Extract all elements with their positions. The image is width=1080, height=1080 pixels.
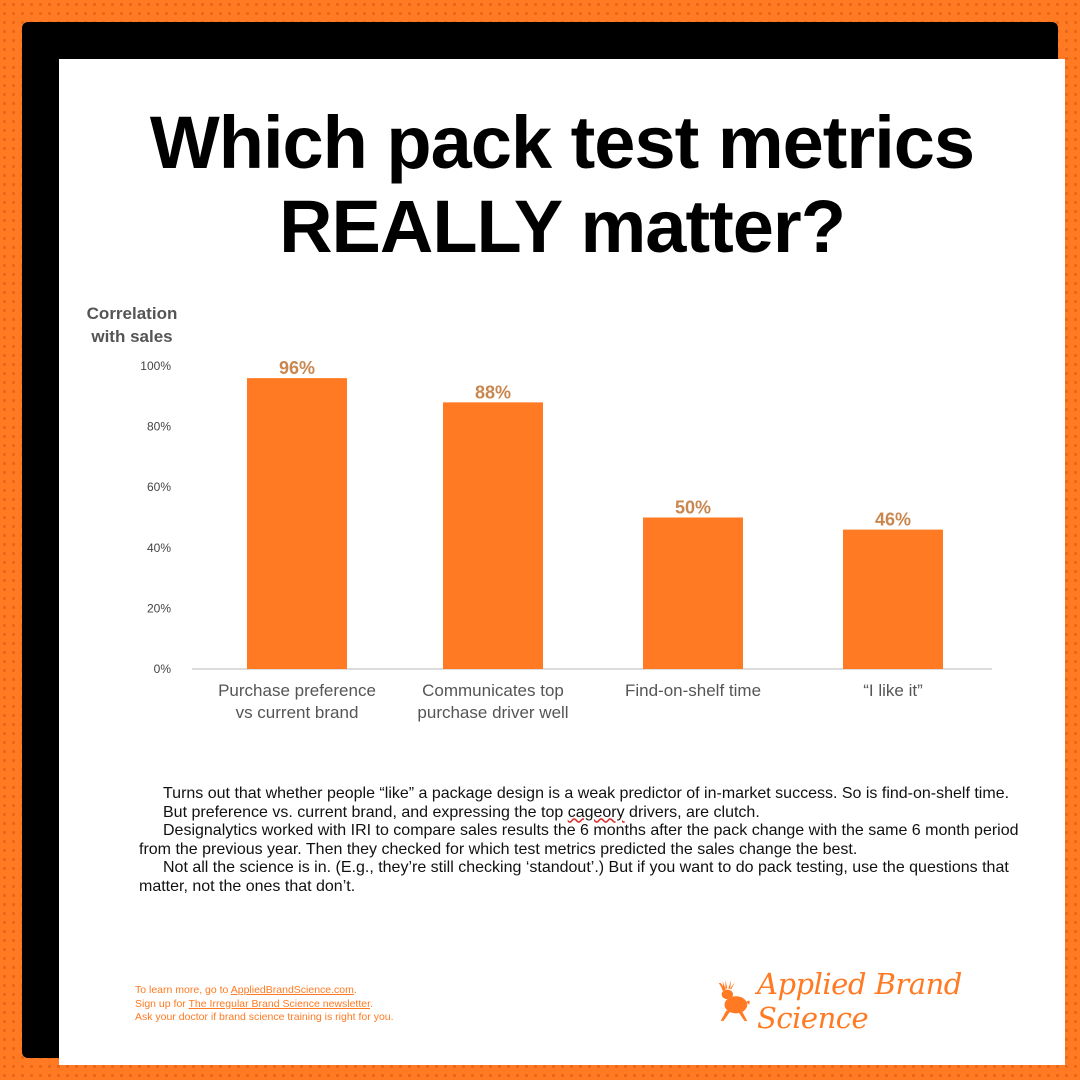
body-paragraph-4: Not all the science is in. (E.g., they’r… [139, 859, 1009, 895]
data-label: 50% [675, 498, 711, 518]
data-label: 46% [875, 510, 911, 530]
data-label: 88% [475, 382, 511, 402]
footer-line-2-suffix: . [370, 997, 373, 1010]
body-paragraph-3: Designalytics worked with IRI to compare… [139, 822, 1019, 858]
content-card: Which pack test metrics REALLY matter? C… [59, 59, 1065, 1065]
black-frame: Which pack test metrics REALLY matter? C… [22, 22, 1065, 1065]
footer-line-3: Ask your doctor if brand science trainin… [135, 1011, 394, 1023]
y-axis-label-line-2: with sales [91, 327, 173, 346]
body-paragraph-1: Turns out that whether people “like” a p… [163, 785, 1010, 802]
jackalope-icon [718, 980, 750, 1021]
y-tick-label: 20% [147, 601, 171, 615]
footer-line-2: Sign up for The Irregular Brand Science … [135, 998, 555, 1012]
bar [643, 517, 743, 669]
x-category-label: Communicates top [422, 681, 564, 700]
y-tick-label: 0% [154, 662, 172, 676]
body-paragraph-2-start: But preference vs. current brand, and ex… [163, 803, 568, 821]
website-link[interactable]: AppliedBrandScience.com [230, 984, 354, 996]
footer-line-1: To learn more, go to AppliedBrandScience… [135, 984, 555, 998]
brand-name: Applied Brand Science [757, 967, 962, 1035]
brand-logo: Applied Brand Science [715, 967, 1065, 1035]
page-title: Which pack test metrics REALLY matter? [59, 101, 1065, 269]
footer-line-1-text: To learn more, go to [135, 984, 231, 996]
bar [443, 402, 543, 669]
x-category-label: purchase driver well [417, 703, 568, 722]
footer-links: To learn more, go to AppliedBrandScience… [135, 984, 555, 1025]
misspelled-word: cageory [567, 803, 625, 821]
footer-line-2-text: Sign up for [135, 997, 189, 1010]
y-tick-label: 100% [140, 359, 171, 373]
x-category-label: Purchase preference [218, 681, 376, 700]
x-category-label: “I like it” [863, 681, 923, 700]
y-tick-label: 80% [147, 420, 171, 434]
y-tick-label: 60% [147, 480, 171, 494]
data-label: 96% [279, 358, 315, 378]
bar [247, 378, 347, 669]
newsletter-link[interactable]: The Irregular Brand Science newsletter [188, 997, 371, 1010]
body-paragraph-2: But preference vs. current brand, and ex… [139, 804, 1019, 823]
footer-line-1-suffix: . [353, 984, 357, 996]
bar [843, 529, 943, 669]
title-line-1: Which pack test metrics [149, 101, 975, 184]
body-paragraph-2-end: drivers, are clutch. [624, 803, 760, 821]
x-category-label: Find-on-shelf time [625, 681, 761, 700]
body-text: Turns out that whether people “like” a p… [139, 785, 1019, 896]
y-axis-label: Correlation with sales [67, 302, 197, 348]
x-category-label: vs current brand [236, 703, 359, 722]
y-axis-label-line-1: Correlation [86, 304, 178, 323]
title-line-2: REALLY matter? [279, 185, 846, 268]
bar-chart: 0% 20% 40% 60% 80% 100% 96% Purchase preference… [140, 358, 992, 722]
y-tick-label: 40% [147, 541, 171, 555]
